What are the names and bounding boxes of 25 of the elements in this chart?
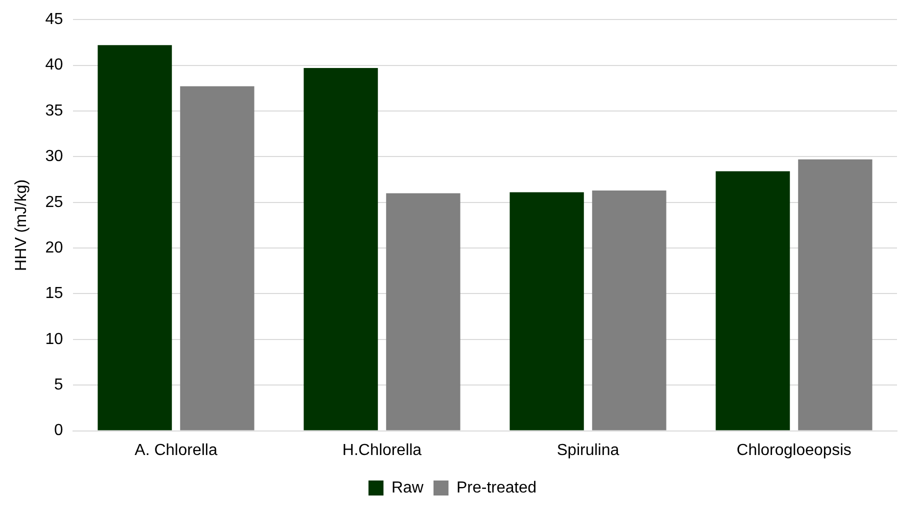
bar [386, 193, 460, 430]
y-tick-label: 0 [54, 422, 64, 440]
y-tick-label: 35 [45, 102, 64, 120]
y-tick-label: 45 [45, 11, 64, 28]
y-tick-label: 30 [45, 148, 64, 166]
bar [98, 45, 172, 430]
bar [180, 86, 254, 430]
y-tick-label: 25 [45, 194, 64, 211]
x-tick-label: H.Chlorella [342, 442, 422, 459]
bar [304, 68, 378, 430]
y-tick-label: 20 [45, 239, 64, 256]
bar [798, 159, 872, 430]
x-tick-label: A. Chlorella [134, 442, 218, 459]
x-tick-label: Spirulina [556, 442, 620, 459]
y-tick-label: 15 [45, 285, 64, 302]
legend-label: Raw [391, 479, 424, 496]
y-axis-title: HHV (mJ/kg) [13, 179, 30, 271]
bar [592, 190, 666, 430]
legend-label: Pre-treated [456, 479, 537, 496]
y-tick-label: 5 [54, 376, 64, 394]
bar [510, 192, 584, 430]
y-tick-label: 10 [45, 330, 64, 348]
x-tick-label: Chlorogloeopsis [736, 442, 852, 459]
bar [716, 171, 790, 430]
y-tick-label: 40 [45, 56, 64, 74]
